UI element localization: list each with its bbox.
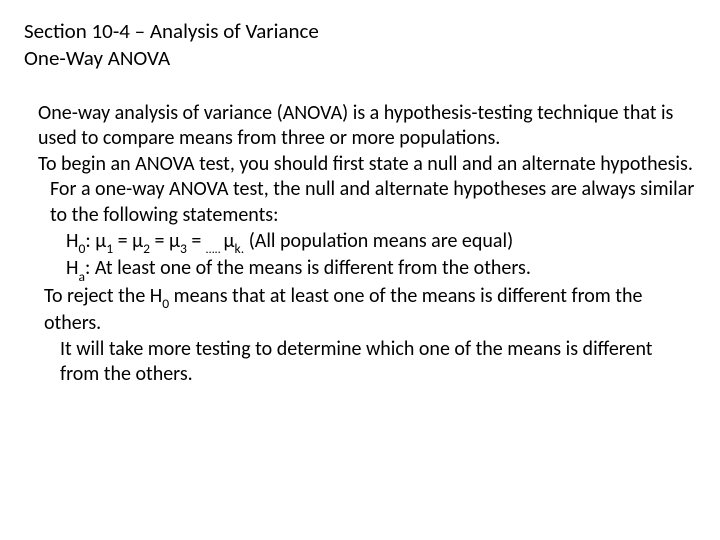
eq-mu2: = μ	[113, 229, 143, 253]
h0-sub-0: 0	[78, 240, 85, 257]
paragraph-4: To reject the H0 means that at least one…	[38, 284, 696, 337]
section-heading: Section 10-4 – Analysis of Variance One-…	[24, 18, 696, 73]
p4-sub-0: 0	[162, 295, 169, 312]
ha-H: H	[66, 256, 78, 280]
h0-colon-mu: : μ	[85, 229, 106, 253]
eq-mu3: = μ	[150, 229, 180, 253]
mu3-sub: 3	[180, 240, 187, 257]
ha-sub-a: a	[78, 268, 85, 285]
p4-pre: To reject the H	[44, 284, 162, 308]
mu2-sub: 2	[143, 240, 150, 257]
ha-text: : At least one of the means is different…	[85, 256, 531, 280]
paragraph-2: To begin an ANOVA test, you should first…	[38, 152, 696, 178]
mu-k: μ	[224, 229, 235, 253]
alt-hypothesis-line: Ha: At least one of the means is differe…	[38, 256, 696, 283]
heading-line-2: One-Way ANOVA	[24, 45, 696, 72]
paragraph-1: One-way analysis of variance (ANOVA) is …	[38, 101, 696, 152]
null-hypothesis-line: H0: μ1 = μ2 = μ3 = ….. μk. (All populati…	[38, 229, 696, 257]
h0-H: H	[66, 229, 78, 253]
mu1-sub: 1	[106, 240, 113, 257]
ellipsis-sub: …..	[206, 242, 224, 257]
h0-tail: (All population means are equal)	[244, 229, 513, 253]
heading-line-1: Section 10-4 – Analysis of Variance	[24, 18, 696, 45]
eq-ellipsis: =	[187, 229, 206, 253]
k-sub: k.	[235, 240, 245, 257]
body-content: One-way analysis of variance (ANOVA) is …	[24, 101, 696, 388]
paragraph-5: It will take more testing to determine w…	[38, 337, 696, 388]
